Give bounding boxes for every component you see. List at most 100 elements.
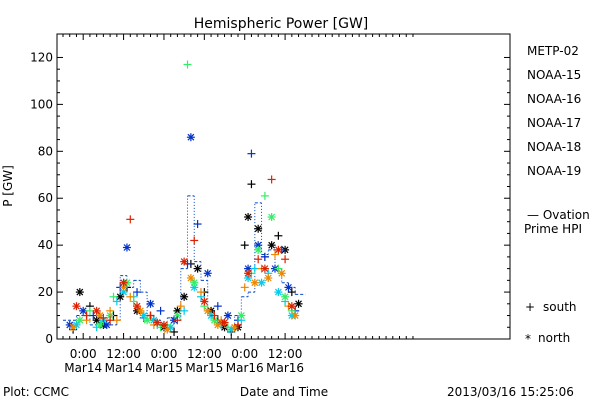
x-tick-label-date: Mar15 bbox=[145, 361, 183, 375]
data-point bbox=[112, 316, 121, 325]
x-tick-label-date: Mar15 bbox=[185, 361, 223, 375]
data-point bbox=[250, 278, 259, 287]
data-point bbox=[122, 243, 131, 252]
data-point bbox=[240, 283, 249, 292]
data-point bbox=[186, 133, 195, 142]
data-point bbox=[136, 306, 145, 315]
y-axis: 0 20 40 60 80 100 120 bbox=[30, 50, 510, 346]
data-point bbox=[220, 318, 229, 327]
legend: METP-02 NOAA-15 NOAA-16 NOAA-17 NOAA-18 NOAA-… bbox=[527, 44, 581, 178]
data-point bbox=[139, 311, 148, 320]
x-tick-label-time: 12:00 bbox=[106, 347, 141, 361]
south-marker-symbol: + bbox=[525, 300, 535, 314]
data-point bbox=[180, 292, 189, 301]
data-point bbox=[233, 320, 242, 329]
north-marker-symbol: * bbox=[525, 332, 531, 346]
x-tick-label-date: Mar16 bbox=[226, 361, 264, 375]
data-point bbox=[112, 297, 121, 306]
data-point bbox=[92, 316, 101, 325]
south-marker-label: south bbox=[543, 300, 577, 314]
y-axis-label: P [GW] bbox=[1, 165, 15, 207]
data-point bbox=[109, 292, 118, 301]
data-point bbox=[146, 311, 155, 320]
y-tick-label: 120 bbox=[30, 50, 53, 64]
data-point bbox=[260, 252, 269, 261]
data-points bbox=[65, 60, 303, 336]
data-point bbox=[102, 320, 111, 329]
x-axis: 0:00Mar1412:00Mar140:00Mar1512:00Mar150:… bbox=[62, 34, 414, 375]
data-point bbox=[200, 297, 209, 306]
data-point bbox=[85, 306, 94, 315]
data-point bbox=[223, 311, 232, 320]
data-point bbox=[254, 255, 263, 264]
data-point bbox=[79, 306, 88, 315]
data-point bbox=[223, 323, 232, 332]
legend-entry: NOAA-18 bbox=[527, 140, 581, 154]
x-tick-label-date: Mar14 bbox=[105, 361, 143, 375]
data-point bbox=[170, 327, 179, 336]
data-point bbox=[129, 297, 138, 306]
data-point bbox=[271, 250, 280, 259]
data-point bbox=[89, 311, 98, 320]
legend-entry: NOAA-17 bbox=[527, 116, 581, 130]
data-point bbox=[294, 299, 303, 308]
x-tick-label-time: 0:00 bbox=[70, 347, 97, 361]
data-point bbox=[274, 245, 283, 254]
data-point bbox=[203, 306, 212, 315]
data-point bbox=[99, 313, 108, 322]
x-tick-label-time: 0:00 bbox=[150, 347, 177, 361]
data-point bbox=[176, 302, 185, 311]
data-point bbox=[213, 320, 222, 329]
data-point bbox=[260, 264, 269, 273]
data-point bbox=[143, 316, 152, 325]
data-point bbox=[106, 306, 115, 315]
data-point bbox=[244, 213, 253, 221]
data-point bbox=[92, 306, 101, 315]
data-point bbox=[183, 60, 192, 69]
y-tick-label: 0 bbox=[45, 332, 53, 346]
data-point bbox=[173, 316, 182, 325]
y-tick-label: 80 bbox=[38, 144, 53, 158]
x-tick-label-time: 0:00 bbox=[231, 347, 258, 361]
data-point bbox=[146, 299, 155, 308]
x-tick-label-time: 12:00 bbox=[268, 347, 303, 361]
data-point bbox=[163, 325, 172, 334]
data-point bbox=[133, 302, 142, 311]
data-point bbox=[254, 245, 263, 254]
data-point bbox=[126, 292, 135, 301]
data-point bbox=[250, 264, 259, 273]
data-point bbox=[153, 318, 162, 327]
data-point bbox=[133, 288, 142, 297]
x-tick-label-date: Mar14 bbox=[64, 361, 102, 375]
data-point bbox=[72, 302, 81, 311]
data-point bbox=[116, 292, 125, 301]
y-tick-label: 60 bbox=[38, 191, 53, 205]
data-point bbox=[119, 278, 128, 287]
x-tick-label-date: Mar16 bbox=[266, 361, 304, 375]
plot-timestamp: 2013/03/16 15:25:06 bbox=[447, 385, 574, 399]
data-point bbox=[247, 149, 256, 158]
data-point bbox=[237, 311, 246, 320]
data-point bbox=[180, 257, 189, 266]
data-point bbox=[264, 274, 273, 282]
data-point bbox=[287, 288, 296, 297]
data-point bbox=[244, 269, 253, 278]
data-point bbox=[281, 255, 290, 264]
data-point bbox=[281, 292, 290, 301]
data-point bbox=[126, 215, 135, 224]
data-point bbox=[196, 288, 205, 297]
y-tick-label: 40 bbox=[38, 238, 53, 252]
data-point bbox=[277, 269, 286, 278]
x-axis-label: Date and Time bbox=[240, 385, 328, 399]
data-point bbox=[69, 323, 78, 332]
legend-entry: NOAA-16 bbox=[527, 92, 581, 106]
data-point bbox=[193, 264, 202, 273]
x-tick-label-time: 12:00 bbox=[187, 347, 222, 361]
ovation-legend-line2: Prime HPI bbox=[524, 222, 582, 236]
data-point bbox=[274, 288, 283, 297]
data-point bbox=[186, 274, 195, 282]
legend-entry: METP-02 bbox=[527, 44, 579, 58]
y-tick-label: 20 bbox=[38, 285, 53, 299]
data-point bbox=[75, 288, 84, 297]
